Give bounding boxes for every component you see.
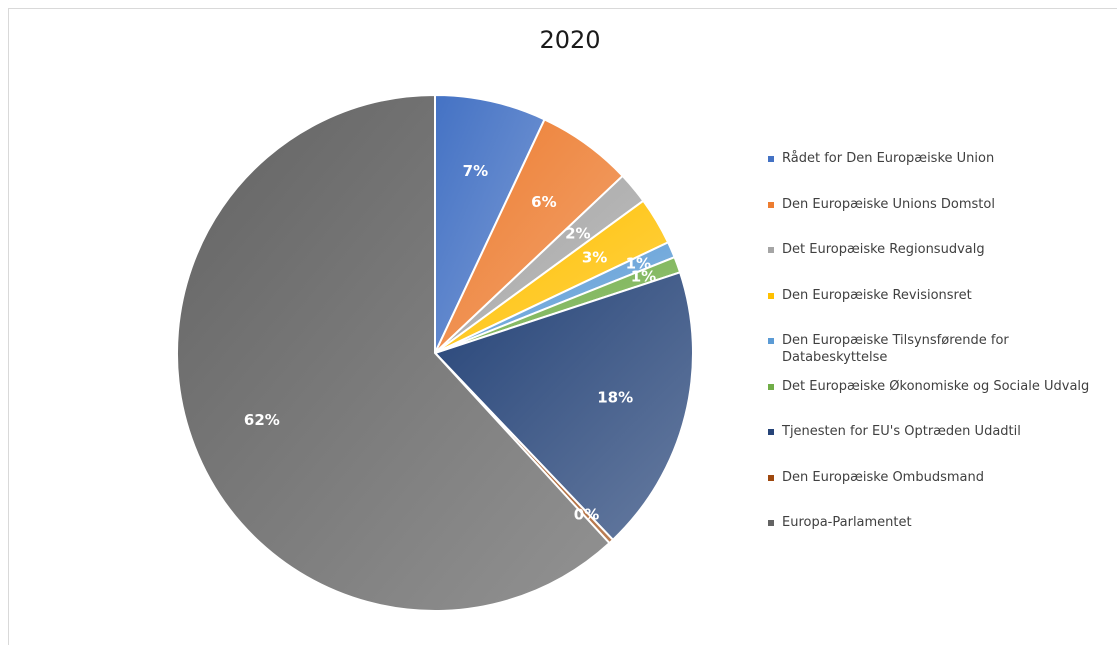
slice-data-label: 7%	[463, 162, 488, 180]
legend-label: Tjenesten for EU's Optræden Udadtil	[782, 424, 1021, 439]
slice-data-label: 0%	[574, 506, 599, 524]
legend-item: Den Europæiske Ombudsmand	[768, 469, 1113, 515]
legend-label: Rådet for Den Europæiske Union	[782, 151, 995, 166]
legend-swatch	[768, 383, 774, 390]
pie-slice	[176, 93, 611, 612]
legend-swatch	[768, 247, 774, 253]
legend-item: Europa-Parlamentet	[768, 514, 1113, 560]
pie-slice	[433, 271, 694, 542]
legend-item: Tjenesten for EU's Optræden Udadtil	[768, 423, 1113, 469]
legend-label: Det Europæiske Økonomiske og Sociale Udv…	[782, 378, 1090, 394]
legend-label: Den Europæiske Unions Domstol	[782, 196, 995, 212]
legend-item: Det Europæiske Økonomiske og Sociale Udv…	[768, 378, 1113, 424]
slice-data-label: 62%	[244, 411, 280, 429]
legend-item: Det Europæiske Regionsudvalg	[768, 241, 1113, 287]
legend-swatch	[768, 429, 774, 435]
legend-label: Den Europæiske Tilsynsførende for Databe…	[782, 333, 1009, 365]
legend-label: Europa-Parlamentet	[782, 515, 912, 530]
chart-title: 2020	[539, 26, 601, 54]
legend-swatch	[768, 474, 774, 481]
slice-data-label: 1%	[626, 255, 651, 273]
legend-item: Rådet for Den Europæiske Union	[768, 150, 1113, 196]
slice-data-label: 6%	[531, 193, 556, 211]
legend-item: Den Europæiske Unions Domstol	[768, 196, 1113, 242]
legend-item: Den Europæiske Tilsynsførende for Databe…	[768, 332, 1113, 378]
chart-frame	[8, 8, 1117, 645]
slice-data-label: 3%	[582, 248, 607, 266]
legend-label: Det Europæiske Regionsudvalg	[782, 242, 985, 257]
legend-swatch	[768, 520, 774, 526]
legend-label: Den Europæiske Revisionsret	[782, 287, 972, 303]
slice-data-label: 2%	[565, 225, 590, 243]
slice-data-label: 1%	[631, 268, 656, 286]
legend-swatch	[768, 292, 774, 299]
pie-slice	[434, 93, 546, 354]
slice-data-label: 18%	[597, 389, 633, 407]
legend-label: Den Europæiske Ombudsmand	[782, 469, 984, 485]
legend-swatch	[768, 201, 774, 208]
legend-swatch	[768, 338, 774, 344]
legend-item: Den Europæiske Revisionsret	[768, 287, 1113, 333]
legend-swatch	[768, 156, 774, 162]
chart-legend: Rådet for Den Europæiske Union Den Europæ…	[768, 150, 1113, 560]
